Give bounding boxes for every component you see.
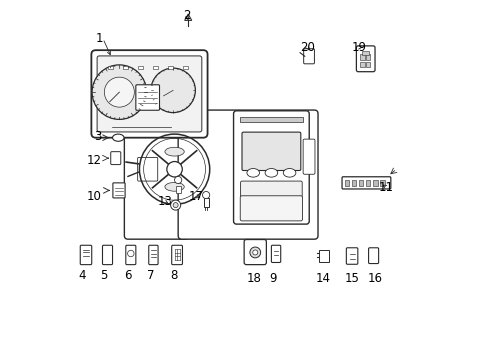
FancyBboxPatch shape — [233, 111, 308, 224]
FancyBboxPatch shape — [125, 245, 136, 265]
Circle shape — [252, 250, 257, 255]
Bar — [360, 62, 364, 67]
Bar — [153, 66, 158, 69]
Bar — [360, 54, 364, 60]
Text: 6: 6 — [124, 269, 131, 282]
Bar — [344, 180, 348, 186]
Circle shape — [104, 77, 134, 107]
Bar — [176, 186, 180, 193]
Circle shape — [174, 176, 182, 184]
FancyBboxPatch shape — [124, 110, 188, 239]
Text: 18: 18 — [246, 272, 261, 285]
Text: 10: 10 — [87, 190, 102, 203]
FancyBboxPatch shape — [136, 85, 159, 110]
Bar — [168, 66, 172, 69]
Text: 7: 7 — [146, 269, 154, 282]
FancyBboxPatch shape — [271, 245, 280, 262]
Text: 2: 2 — [183, 9, 190, 22]
Text: 11: 11 — [378, 181, 393, 194]
Circle shape — [249, 247, 260, 258]
Ellipse shape — [283, 168, 295, 177]
FancyBboxPatch shape — [113, 183, 125, 198]
Circle shape — [151, 68, 195, 113]
FancyBboxPatch shape — [240, 181, 302, 197]
Text: 16: 16 — [367, 272, 382, 285]
Circle shape — [166, 162, 182, 177]
Ellipse shape — [246, 168, 259, 177]
Circle shape — [170, 200, 180, 210]
Ellipse shape — [264, 168, 277, 177]
FancyBboxPatch shape — [341, 177, 390, 189]
Text: 17: 17 — [188, 190, 203, 203]
FancyBboxPatch shape — [137, 157, 158, 181]
Text: 9: 9 — [269, 272, 276, 285]
Bar — [319, 249, 328, 262]
Text: 15: 15 — [344, 272, 359, 285]
Bar — [138, 66, 142, 69]
FancyBboxPatch shape — [80, 245, 92, 265]
Text: 3: 3 — [94, 130, 101, 144]
Text: 5: 5 — [100, 269, 107, 282]
Ellipse shape — [164, 147, 184, 156]
FancyBboxPatch shape — [242, 132, 300, 171]
Ellipse shape — [112, 134, 124, 141]
Bar — [183, 66, 187, 69]
FancyBboxPatch shape — [303, 49, 314, 64]
FancyBboxPatch shape — [346, 248, 357, 264]
FancyBboxPatch shape — [244, 239, 266, 265]
FancyBboxPatch shape — [97, 56, 202, 132]
Text: 4: 4 — [78, 269, 85, 282]
FancyBboxPatch shape — [240, 196, 302, 221]
FancyBboxPatch shape — [178, 110, 317, 239]
Text: 20: 20 — [299, 41, 314, 54]
Bar — [203, 198, 208, 207]
Bar — [351, 180, 355, 186]
Text: 19: 19 — [351, 41, 366, 54]
Polygon shape — [184, 14, 191, 21]
Text: 13: 13 — [157, 195, 172, 208]
Bar — [122, 66, 127, 69]
FancyBboxPatch shape — [171, 245, 182, 265]
Circle shape — [92, 65, 146, 120]
Bar — [108, 66, 112, 69]
FancyBboxPatch shape — [356, 46, 374, 72]
Circle shape — [202, 192, 209, 199]
Text: 12: 12 — [87, 154, 102, 167]
Text: 1: 1 — [95, 32, 103, 45]
FancyBboxPatch shape — [102, 245, 112, 265]
Bar — [372, 180, 377, 186]
FancyBboxPatch shape — [368, 248, 378, 264]
FancyBboxPatch shape — [91, 50, 207, 138]
Bar — [366, 180, 369, 186]
Text: 8: 8 — [170, 269, 177, 282]
Bar — [362, 50, 368, 55]
Ellipse shape — [164, 183, 184, 191]
Bar — [358, 180, 363, 186]
Bar — [240, 117, 302, 122]
Bar — [366, 62, 369, 67]
Text: 14: 14 — [315, 272, 330, 285]
FancyBboxPatch shape — [303, 139, 314, 174]
FancyBboxPatch shape — [148, 245, 158, 265]
FancyBboxPatch shape — [110, 152, 121, 165]
Bar — [366, 54, 369, 60]
Circle shape — [173, 203, 178, 208]
Bar — [380, 180, 384, 186]
